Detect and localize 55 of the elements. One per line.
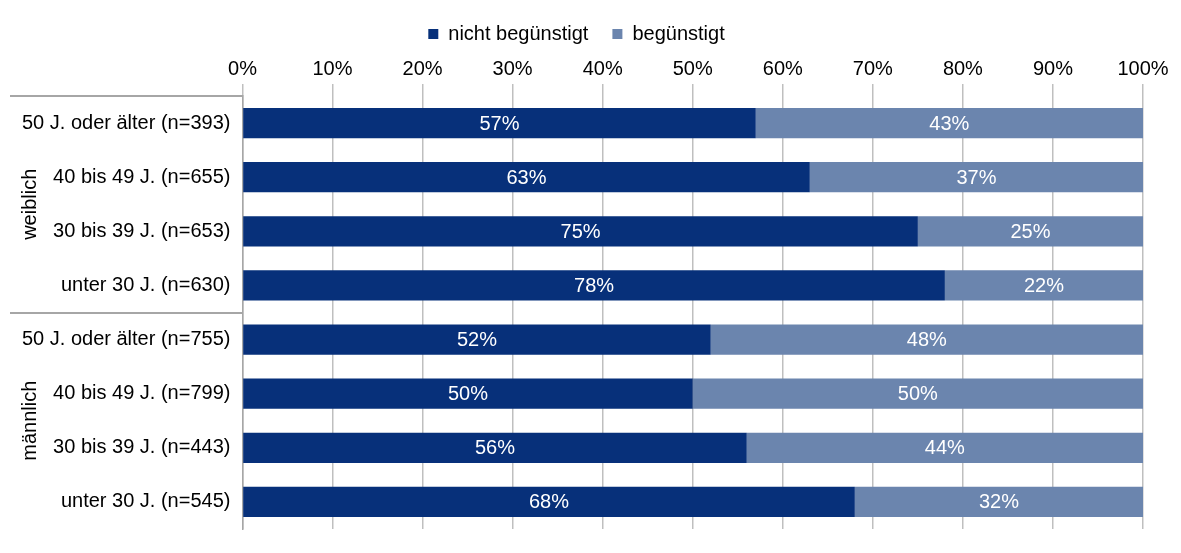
y-tick-label: unter 30 J. (n=545) bbox=[60, 489, 231, 512]
data-label: 56% bbox=[474, 436, 516, 459]
bar bbox=[243, 486, 855, 518]
data-label: 48% bbox=[906, 328, 948, 351]
bar bbox=[917, 216, 1143, 247]
text: männlich bbox=[17, 380, 40, 461]
bar bbox=[243, 270, 945, 301]
y-tick-label: 50 J. oder älter (n=755) bbox=[21, 327, 231, 350]
x-tick-label: 90% bbox=[1032, 56, 1074, 79]
x-tick-label: 70% bbox=[852, 56, 894, 79]
y-tick-label: 30 bis 39 J. (n=653) bbox=[53, 218, 231, 241]
bar bbox=[243, 324, 711, 355]
y-tick-label: 30 bis 39 J. (n=443) bbox=[53, 435, 231, 458]
x-tick-label: 60% bbox=[762, 56, 804, 79]
data-label: 43% bbox=[929, 111, 970, 134]
legend-label: nicht begünstigt bbox=[448, 21, 589, 44]
data-label: 32% bbox=[978, 490, 1020, 513]
data-label: 22% bbox=[1023, 273, 1065, 296]
bar bbox=[944, 270, 1143, 301]
x-tick-label: 100% bbox=[1117, 56, 1169, 79]
data-label: 52% bbox=[456, 328, 498, 351]
y-tick-label: unter 30 J. (n=630) bbox=[60, 272, 231, 295]
bar bbox=[243, 432, 747, 463]
bar bbox=[710, 324, 1143, 355]
bar bbox=[692, 378, 1143, 409]
data-label: 50% bbox=[447, 382, 489, 405]
data-label: 44% bbox=[924, 436, 966, 459]
legend-label: begünstigt bbox=[632, 21, 726, 44]
y-tick-label: 50 J. oder älter (n=393) bbox=[21, 110, 231, 133]
x-tick-label: 10% bbox=[312, 56, 353, 79]
bar bbox=[243, 216, 918, 247]
bar bbox=[243, 378, 693, 409]
data-label: 63% bbox=[506, 165, 547, 188]
bar bbox=[746, 432, 1143, 463]
bar bbox=[809, 162, 1143, 193]
x-tick-label: 0% bbox=[228, 56, 258, 79]
data-label: 78% bbox=[574, 273, 615, 296]
data-label: 75% bbox=[560, 219, 601, 242]
x-tick-label: 40% bbox=[582, 56, 623, 79]
bar bbox=[755, 107, 1143, 139]
x-tick-label: 80% bbox=[942, 56, 984, 79]
text: weiblich bbox=[17, 168, 40, 241]
bar bbox=[854, 486, 1143, 518]
data-label: 50% bbox=[897, 382, 939, 405]
data-label: 57% bbox=[479, 111, 520, 134]
data-label: 68% bbox=[529, 490, 570, 513]
data-label: 37% bbox=[956, 165, 997, 188]
x-tick-label: 30% bbox=[492, 56, 533, 79]
y-tick-label: 40 bis 49 J. (n=799) bbox=[53, 381, 231, 404]
x-tick-label: 20% bbox=[402, 56, 443, 79]
y-tick-label: 40 bis 49 J. (n=655) bbox=[53, 164, 231, 187]
data-label: 25% bbox=[1010, 219, 1051, 242]
bar bbox=[243, 107, 756, 139]
x-tick-label: 50% bbox=[672, 56, 713, 79]
bar bbox=[243, 162, 810, 193]
